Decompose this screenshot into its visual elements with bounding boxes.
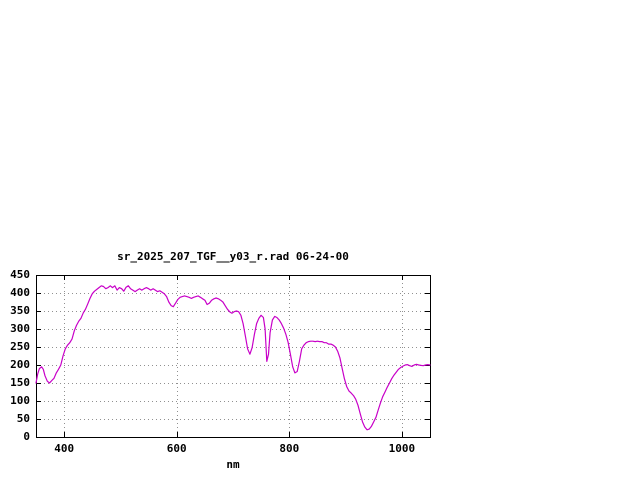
y-tick-label: 250 xyxy=(10,340,30,353)
y-tick-label: 50 xyxy=(16,412,30,425)
y-tick-label: 150 xyxy=(10,376,30,389)
y-tick-label: 400 xyxy=(10,286,30,299)
y-tick-label: 300 xyxy=(10,322,30,335)
x-tick-label: 600 xyxy=(166,442,187,455)
spectrum-line xyxy=(35,285,431,431)
x-axis-label: nm xyxy=(226,458,240,471)
y-tick-label: 450 xyxy=(10,268,30,281)
x-tick-label: 400 xyxy=(54,442,75,455)
x-tick-label: 1000 xyxy=(388,442,416,455)
y-tick-label: 200 xyxy=(10,358,30,371)
y-tick-label: 350 xyxy=(10,304,30,317)
x-tick-label: 800 xyxy=(279,442,300,455)
plot-border xyxy=(36,275,431,438)
y-tick-label: 0 xyxy=(23,430,30,443)
y-tick-label: 100 xyxy=(10,394,30,407)
chart-title: sr_2025_207_TGF__y03_r.rad 06-24-00 xyxy=(117,250,349,263)
